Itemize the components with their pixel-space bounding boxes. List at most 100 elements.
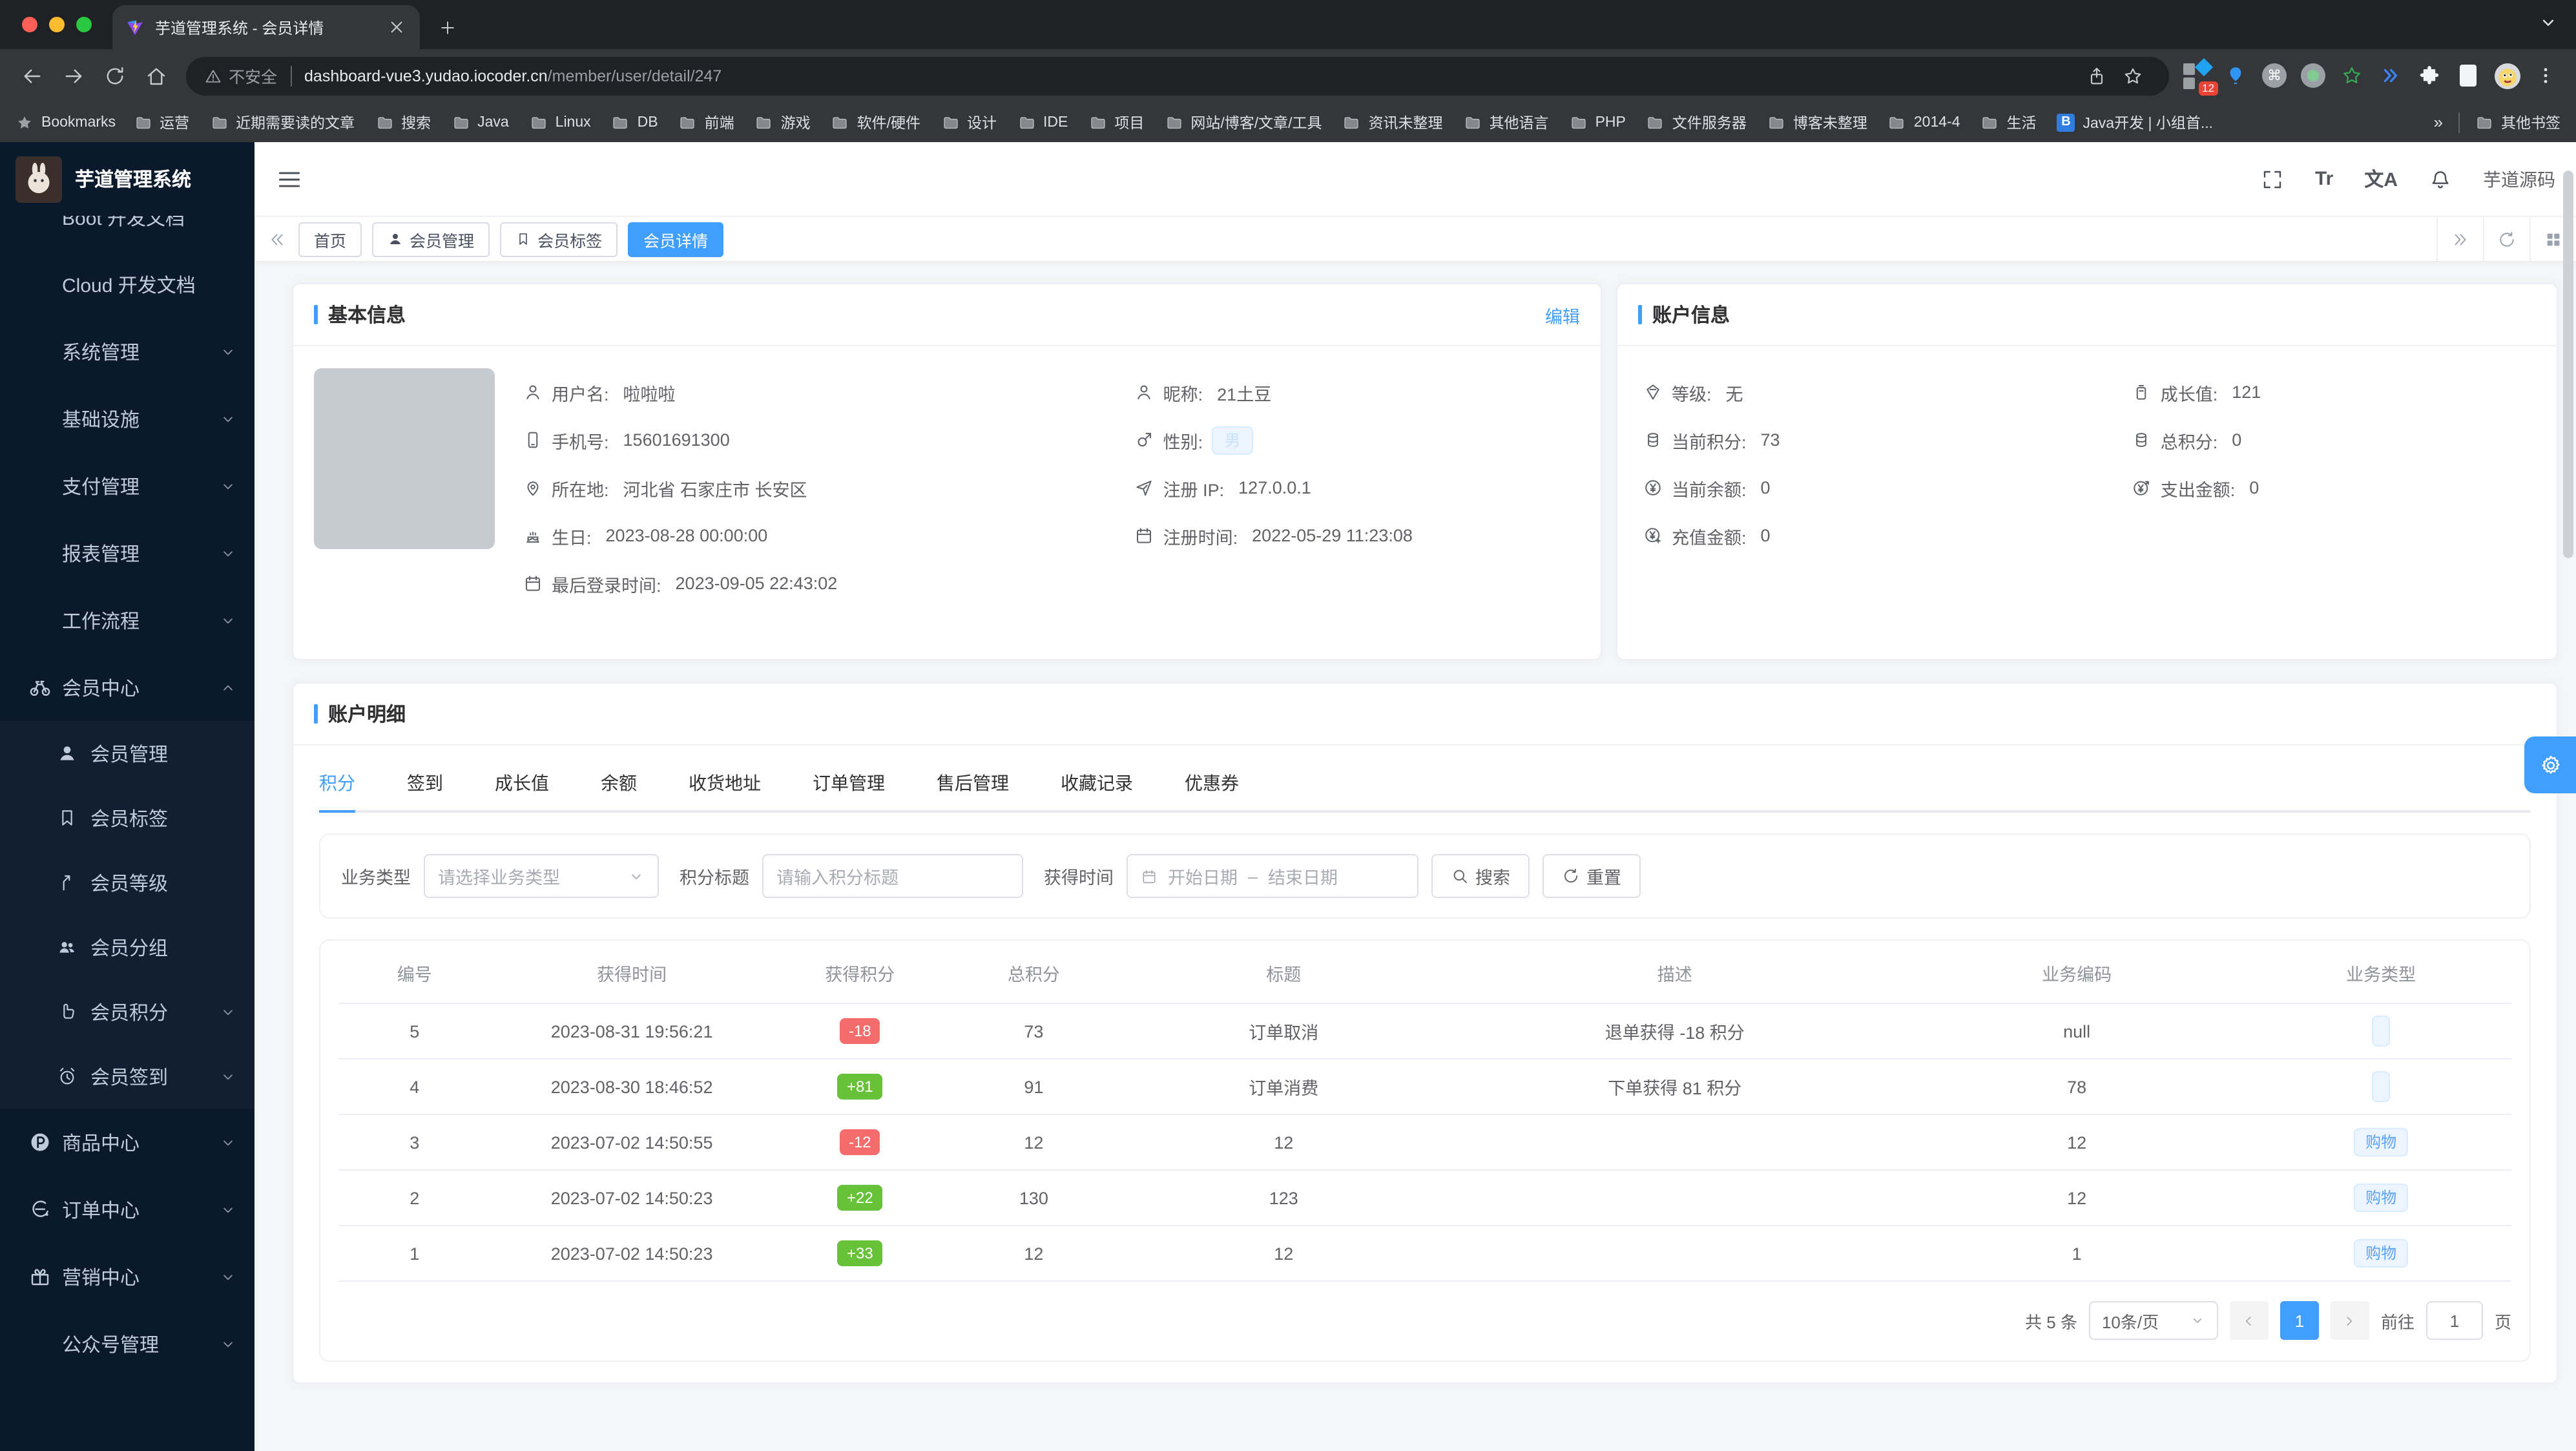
fullscreen-icon[interactable] [2261,167,2284,191]
prev-page-button[interactable] [2229,1301,2269,1340]
bookmark-folder[interactable]: 搜索 [375,112,431,132]
bookmark-folder[interactable]: 2014-4 [1888,113,1960,131]
forward-button[interactable] [54,56,93,95]
bookmarks-root[interactable]: Bookmarks [16,113,116,131]
tag-tab-首页[interactable]: 首页 [298,222,362,256]
tags-scroll-left-icon[interactable] [254,229,298,249]
share-button[interactable] [2079,57,2115,94]
sidebar-item-公众号管理[interactable]: 公众号管理 [0,1310,254,1377]
close-tab-icon[interactable] [386,17,407,37]
edit-button[interactable]: 编辑 [1545,307,1580,326]
bookmark-folder[interactable]: 其他语言 [1464,112,1549,132]
tab-search-chevron-icon[interactable] [2539,13,2558,39]
detail-tab-优惠券[interactable]: 优惠券 [1185,773,1239,793]
bookmark-folder[interactable]: 设计 [941,112,997,132]
locale-icon[interactable]: 文A [2364,169,2398,191]
bookmark-folder[interactable]: 近期需要读的文章 [210,112,355,132]
bookmarks-overflow-chevron[interactable]: » [2433,112,2443,132]
minimize-window-button[interactable] [49,17,65,32]
goto-page-input[interactable]: 1 [2425,1301,2483,1340]
page-size-select[interactable]: 10条/页 [2088,1301,2218,1340]
window-controls[interactable] [0,0,112,49]
bookmark-folder[interactable]: 项目 [1088,112,1144,132]
sidebar-item-会员管理[interactable]: 会员管理 [0,721,254,786]
table-row[interactable]: 1 2023-07-02 14:50:23 +33 12 12 1 购物 [338,1226,2511,1282]
extension-command-icon[interactable]: ⌘ [2257,58,2292,93]
bookmark-folder[interactable]: 博客未整理 [1767,112,1867,132]
bookmark-folder[interactable]: IDE [1017,113,1068,131]
tags-refresh-icon[interactable] [2483,216,2529,262]
tag-tab-会员管理[interactable]: 会员管理 [372,222,490,256]
bookmark-folder[interactable]: Java [452,113,509,131]
not-secure-indicator[interactable]: 不安全 [204,63,277,88]
bookmark-folder[interactable]: DB [612,113,658,131]
detail-tab-成长值[interactable]: 成长值 [495,773,549,793]
tag-tab-会员标签[interactable]: 会员标签 [500,222,618,256]
tags-layout-grid-icon[interactable] [2529,216,2576,262]
date-range-picker[interactable]: 开始日期 – 结束日期 [1127,854,1418,898]
table-row[interactable]: 4 2023-08-30 18:46:52 +81 91 订单消费 下单获得 81 积… [338,1059,2511,1115]
bookmark-folder[interactable]: 软件/硬件 [831,112,920,132]
collapse-menu-icon[interactable] [275,165,304,193]
sidebar-item-商品中心[interactable]: 商品中心 [0,1109,254,1176]
points-title-input[interactable]: 请输入积分标题 [762,854,1023,898]
detail-tab-收货地址[interactable]: 收货地址 [689,773,761,793]
bookmark-folder[interactable]: 资讯未整理 [1343,112,1443,132]
bookmark-star-button[interactable] [2115,57,2151,94]
browser-menu-icon[interactable] [2528,58,2563,93]
extension-star-icon[interactable] [2334,58,2369,93]
bookmark-item[interactable]: B Java开发 | 小组首... [2057,112,2213,132]
theme-settings-button[interactable] [2524,736,2576,793]
table-row[interactable]: 5 2023-08-31 19:56:21 -18 73 订单取消 退单获得 -18 … [338,1003,2511,1060]
search-button[interactable]: 搜索 [1431,854,1530,898]
current-user[interactable]: 芋道源码 [2483,169,2555,189]
extension-panel-icon[interactable] [2451,58,2486,93]
extension-dot-icon[interactable] [2296,58,2331,93]
table-row[interactable]: 3 2023-07-02 14:50:55 -12 12 12 12 购物 [338,1114,2511,1171]
sidebar-item-营销中心[interactable]: 营销中心 [0,1243,254,1310]
sidebar-item-会员积分[interactable]: 会员积分 [0,979,254,1044]
close-window-button[interactable] [22,17,37,32]
tags-scroll-right-icon[interactable] [2436,216,2483,262]
sidebar-item-系统管理[interactable]: 系统管理 [0,318,254,385]
bookmark-folder[interactable]: 前端 [679,112,734,132]
sidebar-item-工作流程[interactable]: 工作流程 [0,587,254,654]
detail-tab-售后管理[interactable]: 售后管理 [937,773,1009,793]
current-page-button[interactable]: 1 [2280,1301,2319,1340]
sidebar-item-会员标签[interactable]: 会员标签 [0,786,254,850]
extensions-puzzle-icon[interactable] [2412,58,2447,93]
back-button[interactable] [13,56,52,95]
detail-tab-收藏记录[interactable]: 收藏记录 [1061,773,1133,793]
sidebar-item-支付管理[interactable]: 支付管理 [0,452,254,519]
extension-tabs-icon[interactable]: 12 [2179,57,2218,96]
sidebar-item-会员中心[interactable]: 会员中心 [0,654,254,721]
home-button[interactable] [137,56,176,95]
font-size-icon[interactable]: Tr [2314,168,2334,190]
bookmark-folder[interactable]: PHP [1570,113,1626,131]
detail-tab-余额[interactable]: 余额 [601,773,637,793]
bookmark-folder[interactable]: 运营 [134,112,189,132]
next-page-button[interactable] [2330,1301,2369,1340]
detail-tab-积分[interactable]: 积分 [319,756,355,813]
sidebar-item-报表管理[interactable]: 报表管理 [0,519,254,587]
sidebar-item-会员签到[interactable]: 会员签到 [0,1044,254,1109]
new-tab-button[interactable] [430,10,464,44]
extension-balloon-icon[interactable] [2218,58,2253,93]
reset-button[interactable]: 重置 [1542,854,1641,898]
address-bar[interactable]: 不安全 dashboard-vue3.yudao.iocoder.cn/memb… [186,56,2169,95]
vertical-scrollbar[interactable] [2563,171,2573,558]
reload-button[interactable] [96,56,134,95]
table-row[interactable]: 2 2023-07-02 14:50:23 +22 130 123 12 购物 [338,1170,2511,1226]
notification-bell-icon[interactable] [2429,167,2452,191]
detail-tab-订单管理[interactable]: 订单管理 [813,773,885,793]
other-bookmarks-folder[interactable]: 其他书签 [2475,112,2560,132]
maximize-window-button[interactable] [76,17,92,32]
biz-type-select[interactable]: 请选择业务类型 [424,854,659,898]
bookmark-folder[interactable]: Linux [530,113,591,131]
profile-avatar[interactable] [2489,58,2524,93]
bookmark-folder[interactable]: 游戏 [755,112,811,132]
bookmark-folder[interactable]: 网站/博客/文章/工具 [1165,112,1322,132]
app-logo[interactable]: 芋道管理系统 [0,142,254,216]
sidebar-item-订单中心[interactable]: 订单中心 [0,1176,254,1243]
detail-tab-签到[interactable]: 签到 [407,773,443,793]
